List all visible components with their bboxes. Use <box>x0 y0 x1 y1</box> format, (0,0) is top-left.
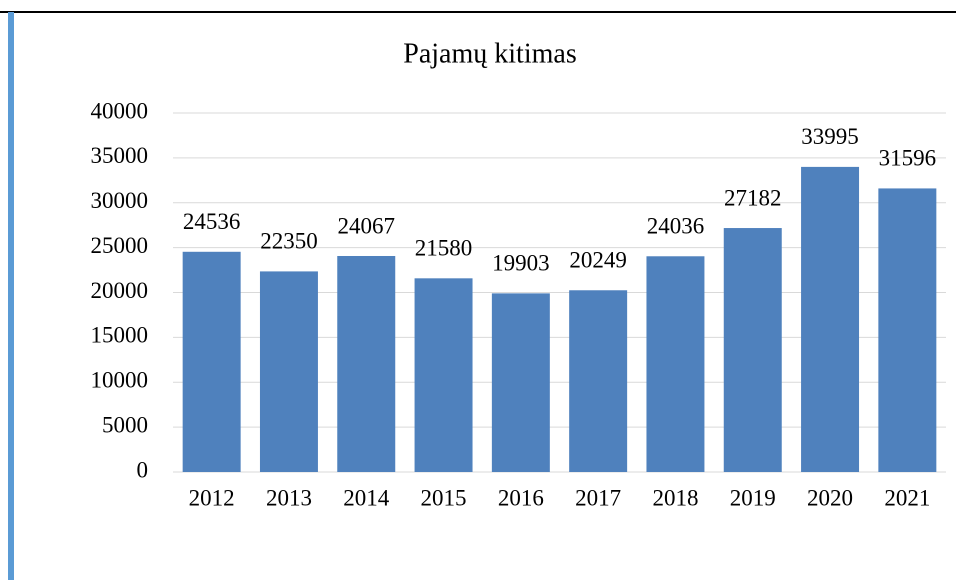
bar <box>491 293 550 472</box>
data-label: 21580 <box>415 236 473 261</box>
data-label: 22350 <box>260 229 318 254</box>
x-tick-label: 2021 <box>884 485 930 510</box>
x-tick-label: 2018 <box>652 485 698 510</box>
data-label: 24536 <box>183 209 241 234</box>
data-label: 19903 <box>492 251 550 276</box>
data-label: 24067 <box>338 213 396 238</box>
data-label: 27182 <box>724 185 782 210</box>
y-tick-label: 10000 <box>91 368 149 393</box>
x-tick-label: 2020 <box>807 485 853 510</box>
bar <box>723 228 782 472</box>
x-tick-label: 2013 <box>266 485 312 510</box>
frame-left <box>8 12 14 580</box>
y-tick-label: 35000 <box>91 143 149 168</box>
y-tick-label: 5000 <box>102 412 148 437</box>
x-tick-label: 2012 <box>189 485 235 510</box>
bar <box>414 278 473 472</box>
data-label: 20249 <box>569 248 627 273</box>
bar <box>878 188 937 472</box>
y-tick-label: 30000 <box>91 188 149 213</box>
y-tick-label: 15000 <box>91 323 149 348</box>
x-tick-label: 2014 <box>343 485 390 510</box>
data-label: 33995 <box>801 124 859 149</box>
y-tick-label: 40000 <box>91 98 149 123</box>
x-tick-label: 2019 <box>730 485 776 510</box>
y-tick-label: 20000 <box>91 278 149 303</box>
x-tick-label: 2016 <box>498 485 544 510</box>
x-tick-label: 2017 <box>575 485 621 510</box>
data-label: 31596 <box>879 146 937 171</box>
data-label: 24036 <box>647 214 705 239</box>
bar <box>259 271 318 472</box>
chart-title: Pajamų kitimas <box>403 38 576 69</box>
bar <box>182 251 241 472</box>
bar <box>646 256 705 472</box>
y-tick-label: 0 <box>137 457 149 482</box>
bar <box>569 290 628 472</box>
bar <box>337 255 396 472</box>
bar <box>801 166 860 472</box>
y-tick-label: 25000 <box>91 233 149 258</box>
x-tick-label: 2015 <box>421 485 467 510</box>
